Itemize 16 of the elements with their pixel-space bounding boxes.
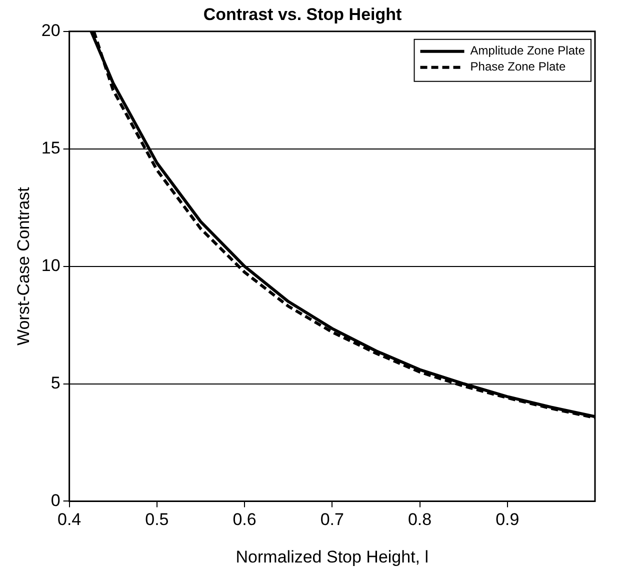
y-tick-label: 5 <box>50 373 60 392</box>
legend-label: Amplitude Zone Plate <box>470 44 586 58</box>
y-tick-label: 15 <box>41 138 60 158</box>
x-axis-title: Normalized Stop Height, l <box>236 547 429 566</box>
y-tick-label: 10 <box>41 256 60 275</box>
y-tick-label: 20 <box>41 21 60 40</box>
x-tick-label: 0.7 <box>320 510 344 530</box>
x-tick-label: 0.9 <box>496 510 520 530</box>
x-tick-label: 0.5 <box>145 510 169 530</box>
y-tick-label: 0 <box>50 490 60 510</box>
legend-label: Phase Zone Plate <box>470 60 566 74</box>
x-tick-label: 0.6 <box>232 510 256 530</box>
chart-title: Contrast vs. Stop Height <box>203 4 402 24</box>
x-tick-label: 0.8 <box>408 510 432 530</box>
x-tick-label: 0.4 <box>57 510 82 530</box>
y-axis-title: Worst-Case Contrast <box>14 186 33 346</box>
